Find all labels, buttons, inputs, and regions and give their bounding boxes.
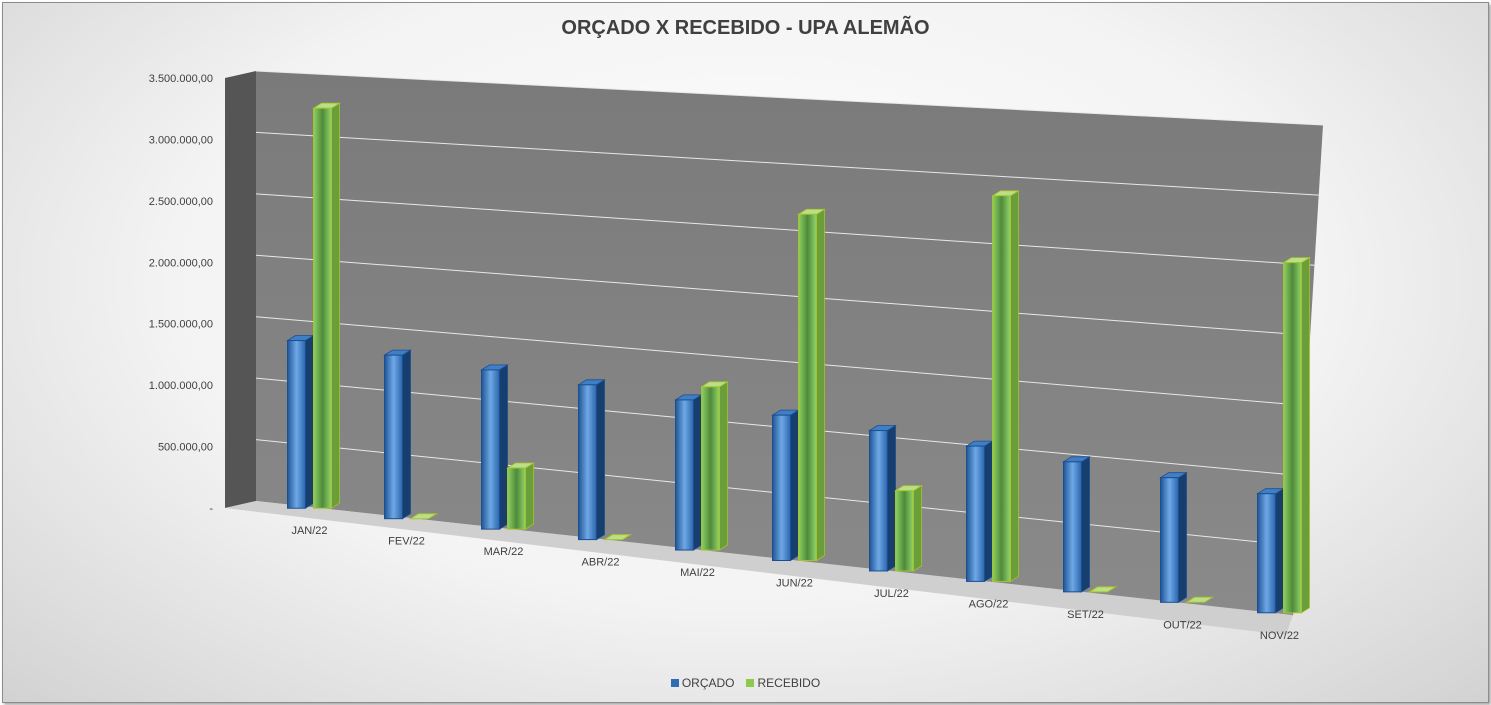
y-tick-label-3: 1.500.000,00 <box>149 319 213 331</box>
bar-recebido-jun-22 <box>798 213 817 562</box>
bar-orcado-abr-22-side <box>596 379 605 541</box>
bar-orcado-jan-22-side <box>305 334 314 509</box>
bar-recebido-jul-22-side <box>913 484 922 572</box>
y-tick-label-1: 500.000,00 <box>158 442 213 454</box>
bar-recebido-jan-22-side <box>331 102 340 509</box>
gridline-5 <box>255 193 1315 266</box>
chart-title: ORÇADO X RECEBIDO - UPA ALEMÃO <box>561 17 930 39</box>
legend-item-orcado: ORÇADO <box>670 676 735 690</box>
x-tick-label-jun-22: JUN/22 <box>776 578 813 590</box>
x-tick-label-out-22: OUT/22 <box>1163 619 1202 631</box>
bar-orcado-mai-22-side <box>693 394 702 551</box>
bar-recebido-mai-22-side <box>719 381 728 551</box>
bar-orcado-jan-22 <box>287 340 306 509</box>
y-tick-label-4: 2.000.000,00 <box>149 257 213 269</box>
x-tick-label-abr-22: ABR/22 <box>582 557 620 569</box>
bar-recebido-mai-22 <box>701 386 720 551</box>
bar-recebido-ago-22-side <box>1010 190 1019 583</box>
y-tick-label-5: 2.500.000,00 <box>149 196 213 208</box>
bar-orcado-mar-22 <box>481 369 500 530</box>
y-tick-label-6: 3.000.000,00 <box>149 134 213 146</box>
gridline-6 <box>255 131 1319 196</box>
bar-orcado-jul-22 <box>869 430 888 572</box>
x-tick-label-ago-22: AGO/22 <box>969 598 1009 610</box>
x-tick-label-set-22: SET/22 <box>1067 609 1104 621</box>
bar-recebido-jul-22 <box>895 490 914 572</box>
legend: ORÇADO RECEBIDO <box>3 676 1488 690</box>
bar-recebido-mar-22 <box>507 467 526 530</box>
bar-orcado-nov-22 <box>1257 493 1276 614</box>
bar-recebido-set-22 <box>1087 586 1118 593</box>
bar-orcado-set-22-side <box>1081 456 1090 593</box>
bar-recebido-jan-22 <box>313 107 332 509</box>
x-tick-label-nov-22: NOV/22 <box>1260 630 1299 642</box>
legend-swatch-recebido <box>746 679 755 687</box>
bar-orcado-ago-22-side <box>984 440 993 583</box>
bar-recebido-jun-22-side <box>816 208 825 562</box>
bar-orcado-mai-22 <box>675 399 694 551</box>
bar-orcado-fev-22 <box>384 354 403 520</box>
bar-recebido-out-22 <box>1184 596 1215 603</box>
floor <box>225 501 1293 635</box>
x-tick-label-mai-22: MAI/22 <box>680 567 715 579</box>
bar-orcado-fev-22-side <box>402 349 411 520</box>
bar-orcado-mar-22-side <box>499 364 508 530</box>
x-tick-label-jul-22: JUL/22 <box>874 588 909 600</box>
bar-orcado-jun-22 <box>772 414 791 561</box>
y-tick-label-7: 3.500.000,00 <box>149 73 213 85</box>
x-tick-label-mar-22: MAR/22 <box>484 546 524 558</box>
side-wall <box>225 71 256 508</box>
bar-recebido-fev-22 <box>408 513 439 520</box>
y-tick-label-2: 1.000.000,00 <box>149 380 213 392</box>
bar-recebido-nov-22 <box>1283 262 1302 614</box>
legend-label-recebido: RECEBIDO <box>757 676 821 690</box>
bar-orcado-jun-22-side <box>790 409 799 562</box>
gridline-4 <box>255 254 1311 336</box>
bar-orcado-set-22 <box>1063 461 1082 593</box>
bar-orcado-abr-22 <box>578 384 597 541</box>
bar-recebido-mar-22-side <box>525 462 534 530</box>
bar-orcado-nov-22-side <box>1275 487 1284 614</box>
bar-orcado-jul-22-side <box>887 424 896 572</box>
bar-orcado-out-22-side <box>1178 471 1187 604</box>
bar-orcado-ago-22 <box>966 445 985 582</box>
bar-recebido-nov-22-side <box>1301 256 1310 614</box>
bar-recebido-ago-22 <box>992 195 1011 582</box>
legend-label-orcado: ORÇADO <box>681 676 735 690</box>
chart-plot: - 500.000,00 1.000.000,00 1.500.000,00 2.000… <box>149 70 1324 642</box>
bar-recebido-abr-22 <box>602 534 633 541</box>
legend-item-recebido: RECEBIDO <box>746 676 820 690</box>
x-tick-label-jan-22: JAN/22 <box>291 525 327 537</box>
y-tick-label-0: - <box>209 503 213 515</box>
gridline-7 <box>255 70 1324 126</box>
x-tick-label-fev-22: FEV/22 <box>388 536 425 548</box>
bar-orcado-out-22 <box>1160 477 1179 603</box>
gridline-3 <box>255 316 1306 407</box>
legend-swatch-orcado <box>670 679 679 687</box>
